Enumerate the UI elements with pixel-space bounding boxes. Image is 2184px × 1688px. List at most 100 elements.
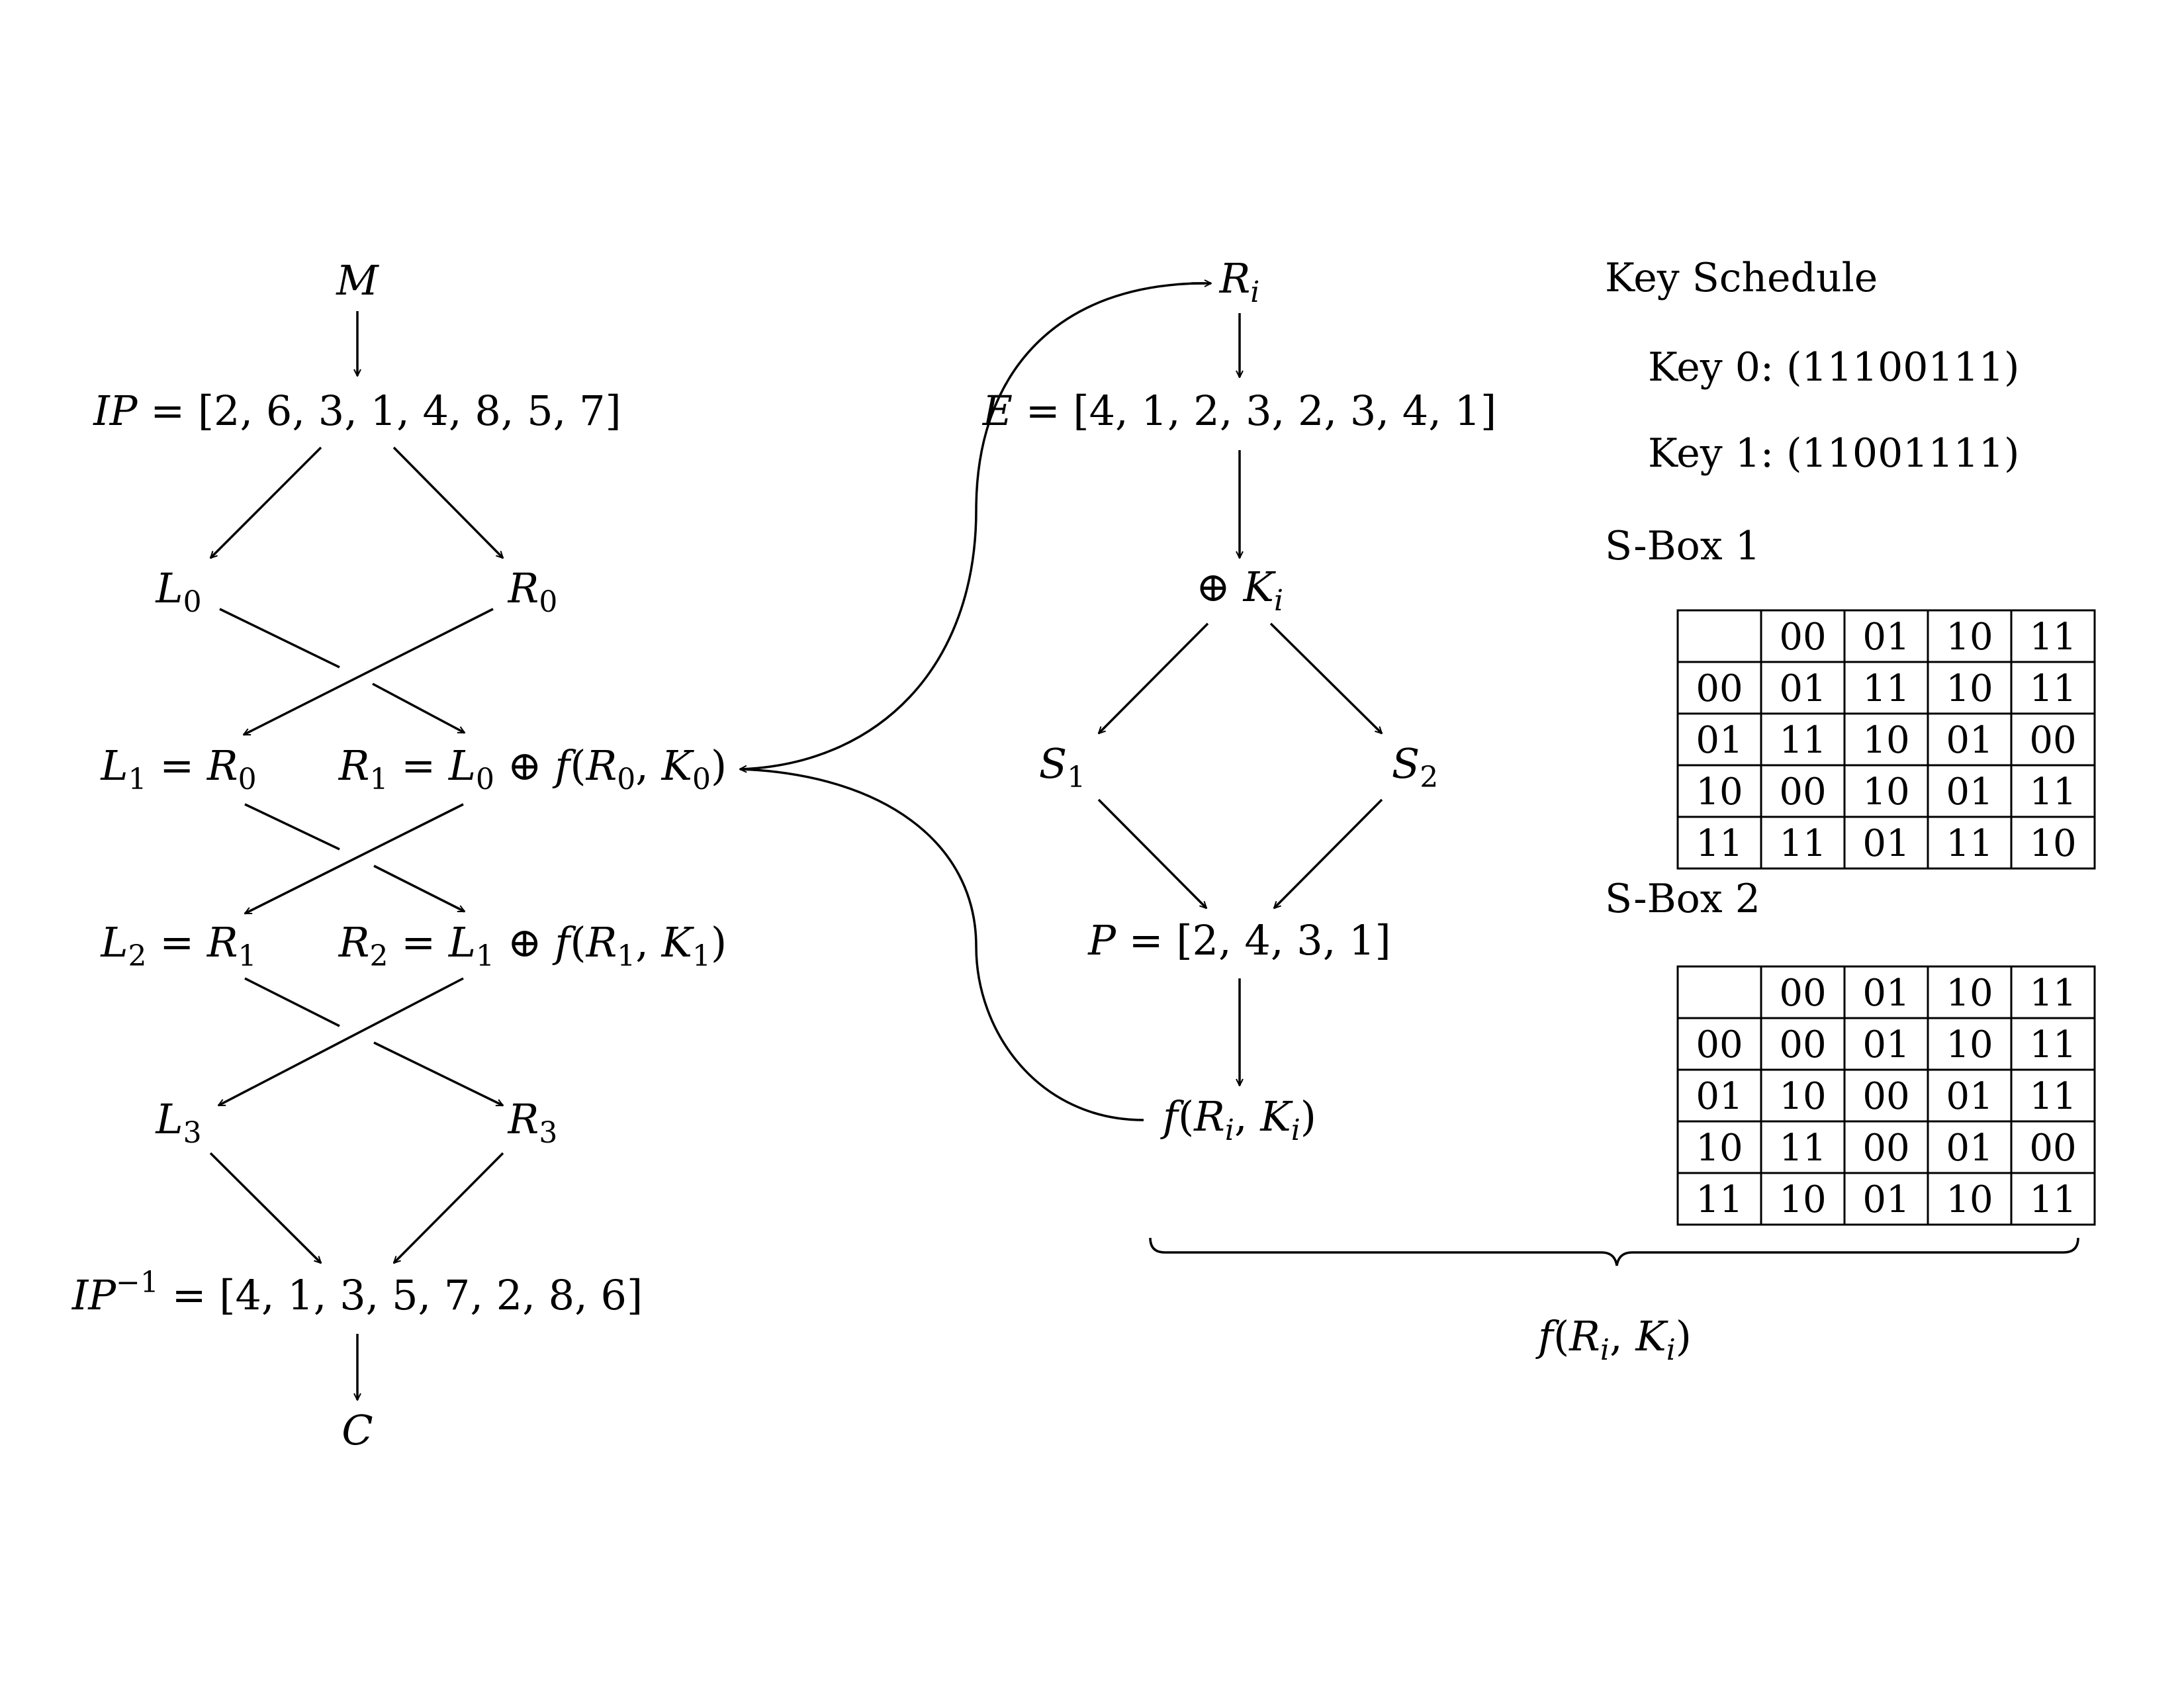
key-schedule-title: Key Schedule bbox=[1605, 255, 1878, 301]
initial-permutation: IP = [2, 6, 3, 1, 4, 8, 5, 7] bbox=[93, 387, 621, 435]
sbox-value: 01 bbox=[1862, 822, 1909, 865]
sbox2-title: S-Box 2 bbox=[1605, 876, 1760, 922]
r2-node: R2 = L1 ⊕ f(R1, K1) bbox=[338, 918, 727, 973]
sbox-header-label: 00 bbox=[1779, 616, 1826, 659]
r3-node: R3 bbox=[508, 1095, 558, 1150]
brace bbox=[1149, 1237, 2079, 1266]
sbox-value: 01 bbox=[1946, 719, 1993, 762]
sbox-value: 10 bbox=[1779, 1178, 1826, 1221]
sbox-value: 10 bbox=[1946, 1178, 1993, 1221]
sbox-value: 01 bbox=[1946, 1075, 1993, 1118]
sbox-row-label: 10 bbox=[1696, 771, 1743, 814]
sbox-row-label: 00 bbox=[1696, 1023, 1743, 1066]
sbox1-title: S-Box 1 bbox=[1605, 523, 1760, 569]
sbox-value: 11 bbox=[2029, 1023, 2076, 1066]
expansion-node: E = [4, 1, 2, 3, 2, 3, 4, 1] bbox=[982, 387, 1497, 435]
sbox-value: 01 bbox=[1946, 771, 1993, 814]
sbox-value: 11 bbox=[2029, 1178, 2076, 1221]
sbox-value: 10 bbox=[1946, 1023, 1993, 1066]
sbox-value: 10 bbox=[1862, 771, 1909, 814]
arrow-xor-s2 bbox=[1269, 622, 1382, 733]
arrow-xor-s1 bbox=[1099, 622, 1209, 733]
key-0: Key 0: (11100111) bbox=[1648, 344, 2019, 391]
sbox-header-label: 00 bbox=[1779, 972, 1826, 1015]
sbox-value: 10 bbox=[1862, 719, 1909, 762]
f-function: Ri E = [4, 1, 2, 3, 2, 3, 4, 1] ⊕ Ki S1 … bbox=[982, 254, 1497, 1147]
sbox-value: 01 bbox=[1779, 667, 1826, 710]
key-schedule: Key Schedule Key 0: (11100111) Key 1: (1… bbox=[1605, 255, 2019, 477]
sbox-value: 00 bbox=[2029, 719, 2076, 762]
cross-l2-b bbox=[373, 1041, 503, 1107]
sbox-header-cell bbox=[1676, 609, 1762, 663]
sbox-value: 10 bbox=[1779, 1075, 1826, 1118]
cross-l1-a bbox=[244, 803, 340, 851]
arrow-s2-p bbox=[1274, 798, 1383, 908]
brace-label: f(Ri, Ki) bbox=[1535, 1312, 1692, 1367]
sbox-header-label: 10 bbox=[1946, 616, 1993, 659]
sbox-header-label: 10 bbox=[1946, 972, 1993, 1015]
message-node: M bbox=[336, 256, 379, 305]
curve-top bbox=[740, 282, 1205, 769]
cross-r2 bbox=[218, 977, 464, 1107]
sbox-row-label: 01 bbox=[1696, 719, 1743, 762]
sbox2-table: 00 01 10 11 00 00 01 10 11 01 10 00 01 11 10 11 00 01 00 11… bbox=[1676, 965, 2096, 1226]
sbox-header-cell bbox=[1676, 965, 1762, 1019]
sbox1-table: 00 01 10 11 00 01 11 10 11 01 11 10 01 00 10 00 10 01 11 11… bbox=[1676, 609, 2096, 870]
sbox-value: 10 bbox=[1946, 667, 1993, 710]
sbox-value: 11 bbox=[1779, 822, 1826, 865]
arrow-s1-p bbox=[1097, 798, 1206, 908]
sbox-value: 11 bbox=[1946, 822, 1993, 865]
sbox-value: 11 bbox=[1862, 667, 1909, 710]
sbox-header-label: 11 bbox=[2029, 616, 2076, 659]
sbox-value: 01 bbox=[1862, 1178, 1909, 1221]
sbox-row-label: 11 bbox=[1696, 822, 1743, 865]
feistel-network: M IP = [2, 6, 3, 1, 4, 8, 5, 7] L0 R0 L1… bbox=[71, 256, 727, 1454]
sbox-header-label: 11 bbox=[2029, 972, 2076, 1015]
sbox-value: 11 bbox=[1779, 719, 1826, 762]
sbox-value: 10 bbox=[2029, 822, 2076, 865]
sbox-row-label: 00 bbox=[1696, 667, 1743, 710]
sbox-value: 11 bbox=[2029, 667, 2076, 710]
ri-node: Ri bbox=[1219, 254, 1260, 309]
inverse-permutation: IP−1 = [4, 1, 3, 5, 7, 2, 8, 6] bbox=[71, 1266, 643, 1319]
arrow-ip-r0 bbox=[392, 446, 503, 558]
sbox-value: 00 bbox=[2029, 1127, 2076, 1170]
sbox-value: 01 bbox=[1862, 1023, 1909, 1066]
key-1: Key 1: (11001111) bbox=[1648, 430, 2019, 477]
arrow-r3-ipinv bbox=[394, 1152, 504, 1263]
r1-node: R1 = L0 ⊕ f(R0, K0) bbox=[338, 741, 727, 796]
cross-r0 bbox=[244, 608, 494, 736]
sbox-value: 00 bbox=[1779, 771, 1826, 814]
l1-node: L1 = R0 bbox=[100, 741, 256, 796]
l2-node: L2 = R1 bbox=[100, 918, 256, 973]
l3-node: L3 bbox=[155, 1095, 201, 1150]
sbox-header-label: 01 bbox=[1862, 616, 1909, 659]
sbox-value: 00 bbox=[1779, 1023, 1826, 1066]
cross-l0-b bbox=[372, 682, 465, 734]
cross-l1-b bbox=[373, 865, 465, 913]
xor-key-node: ⊕ Ki bbox=[1196, 563, 1283, 618]
sbox-header-label: 01 bbox=[1862, 972, 1909, 1015]
sbox-row-label: 10 bbox=[1696, 1127, 1743, 1170]
f-output-node: f(Ri, Ki) bbox=[1160, 1092, 1316, 1147]
r0-node: R0 bbox=[508, 564, 558, 619]
curve-bottom bbox=[741, 768, 1144, 1121]
arrow-l3-ipinv bbox=[209, 1152, 321, 1263]
cross-r1 bbox=[245, 803, 464, 915]
sbox-cell bbox=[2010, 816, 2096, 870]
l0-node: L0 bbox=[155, 564, 201, 619]
s1-node: S1 bbox=[1039, 739, 1085, 794]
arrow-ip-l0 bbox=[210, 446, 322, 558]
p-permutation: P = [2, 4, 3, 1] bbox=[1087, 916, 1391, 964]
sbox-value: 00 bbox=[1862, 1075, 1909, 1118]
s2-node: S2 bbox=[1392, 739, 1438, 794]
sbox-row-label: 01 bbox=[1696, 1075, 1743, 1118]
cross-l0-a bbox=[219, 608, 340, 669]
cross-l2-a bbox=[244, 977, 340, 1027]
sbox-value: 11 bbox=[1779, 1127, 1826, 1170]
sbox-row-label: 11 bbox=[1696, 1178, 1743, 1221]
ciphertext-node: C bbox=[341, 1406, 373, 1454]
sbox-value: 11 bbox=[2029, 1075, 2076, 1118]
sbox-cell bbox=[2010, 1172, 2096, 1226]
